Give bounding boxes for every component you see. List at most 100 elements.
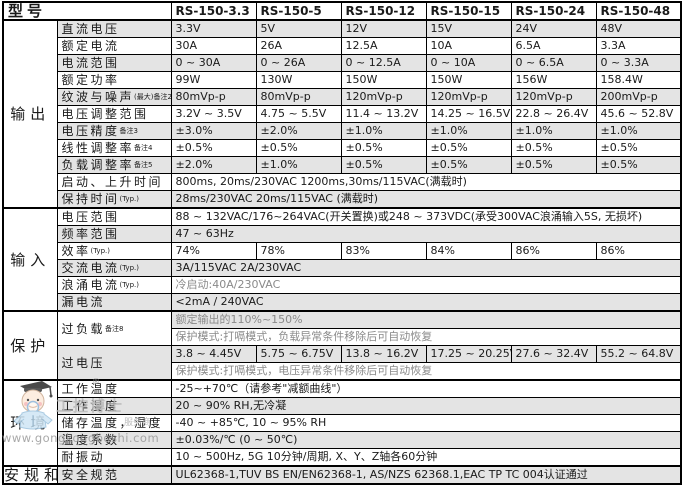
spec-value-cell: 80mVp-p (170, 88, 257, 106)
row-label-cell: 浪涌电流(Typ.) (56, 276, 172, 294)
spec-value-cell: 24V (510, 19, 597, 38)
column-header-model-5: RS-150-24 (510, 1, 597, 21)
spec-value-cell: 5V (255, 19, 342, 38)
spec-span-cell: 88 ~ 132VAC/176~264VAC(开关置换)或248 ~ 373VD… (170, 207, 682, 226)
row-note: 备注4 (134, 144, 153, 152)
row-label-cell: 电压调整范围 (56, 105, 172, 123)
spec-value-cell: 6.5A (510, 37, 597, 55)
table-row: 浪涌电流(Typ.) 冷启动:40A/230VAC (3, 276, 682, 294)
spec-span-cell: UL62368-1,TUV BS EN/EN62368-1, AS/NZS 62… (170, 465, 682, 485)
row-label-cell: 频率范围 (56, 225, 172, 243)
row-note: 备注5 (134, 161, 153, 169)
row-label: 启动、上升时间 (61, 175, 164, 189)
spec-value-cell: 86% (595, 242, 682, 260)
spec-value-cell: 45.6 ~ 52.8V (595, 105, 682, 123)
spec-value-cell: 200mVp-p (595, 88, 682, 106)
row-label-cell: 纹波与噪声(最大)备注2 (56, 88, 172, 106)
spec-value-cell: ±0.5% (425, 139, 512, 157)
spec-value-cell: 78% (255, 242, 342, 260)
row-label: 额定电流 (61, 39, 120, 53)
row-label: 工作湿度 (61, 399, 120, 413)
row-label-cell: 保持时间(Typ.) (56, 190, 172, 209)
table-row: 保护模式:打嗝模式，电压异常条件移除后可自动恢复 (3, 362, 682, 381)
spec-value-cell: ±3.0% (170, 122, 257, 140)
row-label: 保持时间 (61, 192, 120, 206)
spec-value-cell: ±0.5% (425, 156, 512, 174)
row-label-cell: 电流范围 (56, 54, 172, 72)
row-label-cell: 工作湿度 (56, 397, 172, 415)
spec-value-cell: 150W (425, 71, 512, 89)
spec-value-cell: 10A (425, 37, 512, 55)
section-label: 安规和 (2, 465, 58, 485)
table-header-row: 型号 RS-150-3.3 RS-150-5 RS-150-12 RS-150-… (2, 1, 682, 21)
column-header-model-2: RS-150-5 (255, 1, 342, 21)
spec-value-cell: 26A (255, 37, 342, 55)
spec-value-cell: ±0.5% (510, 156, 597, 174)
row-label: 额定功率 (61, 73, 120, 87)
spec-span-cell: 额定输出的110%~150% (170, 310, 682, 329)
table-row: 耐振动 10 ~ 500Hz, 5G 10分钟/周期, X、Y、Z轴各60分钟 (3, 448, 682, 467)
spec-value-cell: ±1.0% (340, 122, 427, 140)
spec-value-cell: ±0.5% (255, 139, 342, 157)
spec-value-cell: ±1.0% (595, 122, 682, 140)
row-note: 备注3 (119, 127, 138, 135)
spec-value-cell: ±1.0% (425, 122, 512, 140)
table-row: 输入 电压范围 88 ~ 132VAC/176~264VAC(开关置换)或248 ~… (2, 207, 682, 312)
table-row: 频率范围 47 ~ 63Hz (3, 225, 682, 243)
row-note: (Typ.) (119, 195, 139, 203)
table-row: 过电压 3.8 ~ 4.45V 5.75 ~ 6.75V 13.8 ~ 16.2V 17… (3, 345, 682, 381)
row-label-cell: 电压精度备注3 (56, 122, 172, 140)
column-header-model-6: RS-150-48 (595, 1, 682, 21)
row-label: 安全规范 (61, 468, 120, 482)
section-label: 保护 (2, 310, 58, 381)
section-label: 输出 (2, 19, 58, 209)
spec-span-cell: 28ms/230VAC 20ms/115VAC (满载时) (170, 190, 682, 209)
row-label: 电压范围 (61, 210, 120, 224)
spec-value-cell: 4.75 ~ 5.5V (255, 105, 342, 123)
spec-value-cell: 3.8 ~ 4.45V (170, 345, 257, 363)
spec-value-cell: 15V (425, 19, 512, 38)
spec-value-cell: 0 ~ 30A (170, 54, 257, 72)
row-label: 效率 (61, 244, 91, 258)
row-label-cell: 过电压 (56, 345, 172, 381)
spec-value-cell: ±0.5% (170, 139, 257, 157)
row-label-cell: 安全规范 (56, 465, 172, 485)
spec-value-cell: 30A (170, 37, 257, 55)
spec-span-cell: 47 ~ 63Hz (170, 225, 682, 243)
spec-value-cell: ±0.5% (340, 139, 427, 157)
spec-value-cell: ±1.0% (255, 156, 342, 174)
spec-value-cell: 86% (510, 242, 597, 260)
table-row: 保护 过负载备注8 额定输出的110%~150% (2, 310, 682, 381)
row-label: 工作温度 (61, 382, 120, 396)
table-row: 储存温度，湿度 -40 ~ +85℃, 10 ~ 95% RH (3, 414, 682, 432)
table-row: 额定电流 30A 26A 12.5A 10A 6.5A 3.3A (3, 37, 682, 55)
spec-value-cell: ±0.5% (510, 139, 597, 157)
spec-table-body: 输出 直流电压 3.3V 5V 12V 15V 24V 48V 额定电流 30A 26A 12.5A 1… (2, 19, 682, 485)
row-note: (Typ.) (119, 264, 139, 272)
row-label: 频率范围 (61, 227, 120, 241)
table-row: 效率(Typ.) 74% 78% 83% 84% 86% 86% (3, 242, 682, 260)
spec-value-cell: 0 ~ 6.5A (510, 54, 597, 72)
spec-value-cell: 5.75 ~ 6.75V (255, 345, 342, 363)
table-row: 额定功率 99W 130W 150W 150W 156W 158.4W (3, 71, 682, 89)
row-label-cell: 直流电压 (56, 19, 172, 38)
row-label-cell: 电压范围 (56, 207, 172, 226)
spec-span-cell: -25~+70℃（请参考"减额曲线"） (170, 379, 682, 398)
row-label-cell: 启动、上升时间 (56, 173, 172, 191)
spec-value-cell: ±0.5% (340, 156, 427, 174)
spec-value-cell: ±0.5% (595, 156, 682, 174)
row-label: 交流电流 (61, 261, 120, 275)
spec-value-cell: 13.8 ~ 16.2V (340, 345, 427, 363)
spec-value-cell: 83% (340, 242, 427, 260)
spec-span-cell: ±0.03%/℃ (0 ~ 50℃) (170, 431, 682, 449)
row-label-cell: 负载调整率备注5 (56, 156, 172, 174)
row-label-cell: 耐振动 (56, 448, 172, 467)
table-row: 线性调整率备注4 ±0.5% ±0.5% ±0.5% ±0.5% ±0.5% ±0.5% (3, 139, 682, 157)
spec-span-cell: <2mA / 240VAC (170, 293, 682, 312)
spec-value-cell: 12V (340, 19, 427, 38)
row-label-cell: 工作温度 (56, 379, 172, 398)
row-label-cell: 线性调整率备注4 (56, 139, 172, 157)
table-row: 环境 工作温度 -25~+70℃（请参考"减额曲线"） (2, 379, 682, 467)
table-row: 电流范围 0 ~ 30A 0 ~ 26A 0 ~ 12.5A 0 ~ 10A 0 ~ 6.… (3, 54, 682, 72)
